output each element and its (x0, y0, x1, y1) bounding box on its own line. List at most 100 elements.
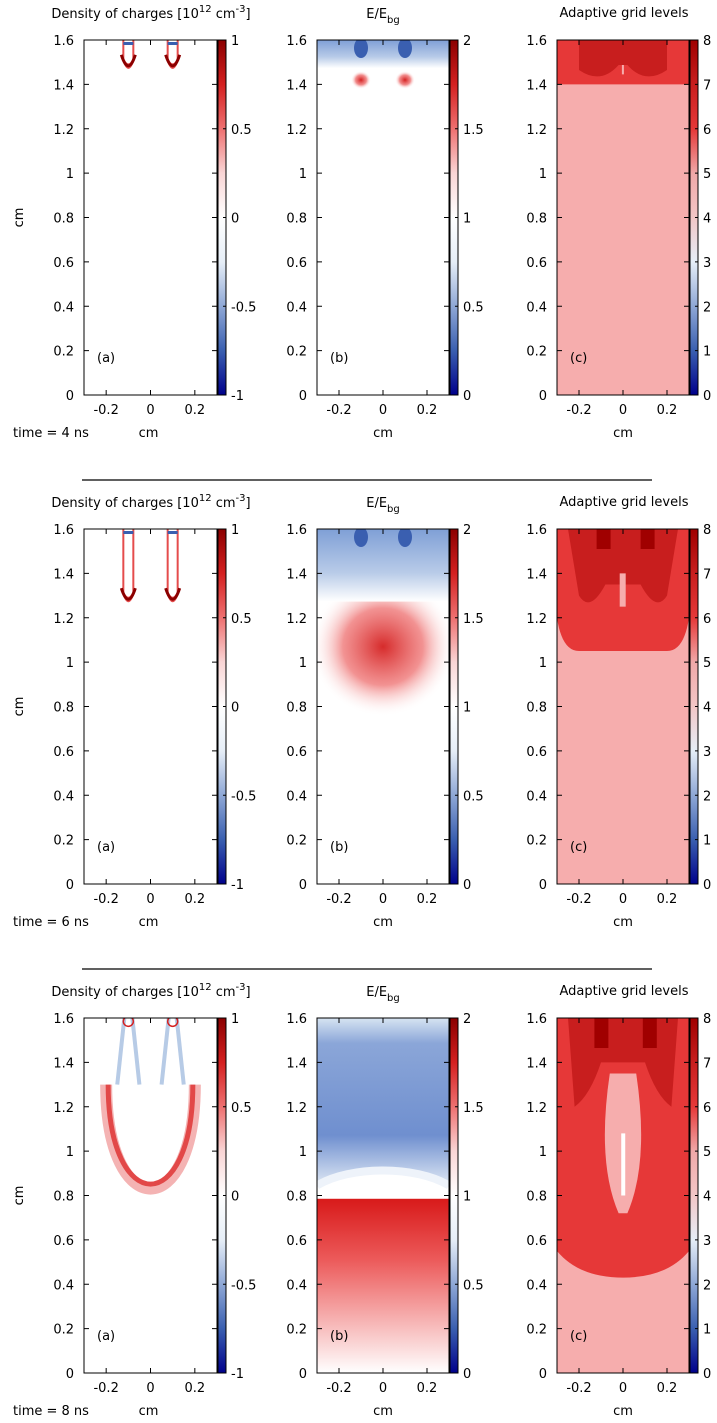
plot-area (317, 529, 449, 884)
colorbar-tick-label: -0.5 (231, 300, 256, 315)
y-tick-label: 1.4 (286, 78, 307, 93)
electrode-field-0 (354, 529, 368, 547)
y-tick-label: 1.4 (53, 567, 74, 582)
plot-title: Adaptive grid levels (560, 984, 689, 999)
y-tick-label: 0.2 (53, 1323, 74, 1338)
plot-background (317, 40, 449, 395)
colorbar-tick-label: 0.5 (463, 789, 484, 804)
y-tick-label: 0.2 (526, 1323, 547, 1338)
x-axis-label: cm (613, 426, 633, 441)
y-tick-label: 0.2 (286, 834, 307, 849)
x-tick-label: 0.2 (184, 892, 205, 907)
y-tick-label: 0.2 (53, 834, 74, 849)
y-tick-label: 0.8 (53, 701, 74, 716)
colorbar-tick-label: 1.5 (463, 612, 484, 627)
y-tick-label: 0.4 (53, 789, 74, 804)
x-tick-label: -0.2 (93, 892, 118, 907)
colorbar-tick-label: 2 (703, 300, 711, 315)
channel-1 (159, 1018, 186, 1085)
y-tick-label: 1 (299, 167, 307, 182)
colorbar-tick-label: 2 (703, 789, 711, 804)
y-tick-label: 0 (299, 389, 307, 404)
colorbar-tick-label: 2 (703, 1278, 711, 1293)
y-tick-label: 1.2 (53, 123, 74, 138)
plot-background (84, 40, 217, 395)
electrode-field-0 (354, 40, 368, 58)
y-tick-label: 0.2 (286, 1323, 307, 1338)
plot-title: Density of charges [1012 cm-3] (51, 493, 250, 511)
colorbar-tick-label: 1 (703, 834, 711, 849)
y-tick-label: 0.4 (286, 300, 307, 315)
x-tick-label: 0.2 (657, 403, 678, 418)
y-tick-label: 0 (539, 1367, 547, 1382)
streamer-core-0 (124, 529, 133, 597)
time-label: time = 4 ns (13, 426, 89, 441)
level-8-region-b (640, 529, 655, 549)
y-tick-label: 1.2 (526, 1101, 547, 1116)
plot-area (557, 1018, 689, 1373)
x-tick-label: 0 (379, 403, 387, 418)
y-tick-label: 1 (66, 167, 74, 182)
y-tick-label: 1.6 (526, 1012, 547, 1027)
streamer-top-0 (123, 531, 134, 534)
y-tick-label: 0.2 (286, 345, 307, 360)
panel-label: (b) (330, 840, 348, 855)
y-tick-label: 0.4 (526, 300, 547, 315)
plot-title: E/Ebg (366, 985, 400, 1004)
plot-background (84, 529, 217, 884)
plot-title: E/Ebg (366, 496, 400, 515)
y-tick-label: 1.6 (53, 1012, 74, 1027)
panel-0-1: (b) 0 0.2 0.4 0.6 0.8 1 1.2 1.4 1.6 -0.2 0 0.2 0 0.5 1 1… (286, 7, 483, 441)
x-tick-label: 0 (146, 403, 154, 418)
colorbar-tick-label: -1 (231, 1367, 244, 1382)
colorbar-tick-label: 3 (703, 745, 711, 760)
y-tick-label: 0.8 (526, 1190, 547, 1205)
y-tick-label: 1 (539, 1145, 547, 1160)
panel-label: (a) (97, 1329, 115, 1344)
panel-0-0: (a) 0 0.2 0.4 0.6 0.8 1 1.2 1.4 1.6 -0.2 0 0.2 -1 -0.5… (12, 4, 256, 441)
x-tick-label: -0.2 (326, 1381, 351, 1396)
x-tick-label: 0.2 (657, 1381, 678, 1396)
plot-area (557, 529, 689, 884)
y-tick-label: 0 (66, 1367, 74, 1382)
y-tick-label: 1.6 (286, 523, 307, 538)
streamer-top-1 (167, 531, 178, 534)
colorbar-tick-label: 7 (703, 78, 711, 93)
panel-label: (a) (97, 840, 115, 855)
colorbar-tick-label: 6 (703, 123, 711, 138)
y-tick-label: 1.2 (53, 612, 74, 627)
y-tick-label: 0.6 (53, 1234, 74, 1249)
y-tick-label: 0 (539, 389, 547, 404)
plot-area (317, 40, 449, 395)
electrode-field-1 (398, 529, 412, 547)
y-tick-label: 1.6 (53, 523, 74, 538)
y-tick-label: 1.4 (526, 567, 547, 582)
plot-area (557, 40, 689, 395)
plot-area (84, 1018, 217, 1373)
plot-title: Density of charges [1012 cm-3] (51, 4, 250, 22)
colorbar-tick-label: 0.5 (231, 123, 252, 138)
colorbar-tick-label: -0.5 (231, 789, 256, 804)
electrode-field-1 (398, 40, 412, 58)
charge-front (105, 1084, 196, 1187)
y-tick-label: 0.8 (526, 212, 547, 227)
plot-area (84, 40, 217, 395)
enhanced-field (317, 576, 449, 717)
colorbar-tick-label: 5 (703, 656, 711, 671)
colorbar-tick-label: 4 (703, 1190, 711, 1205)
y-axis-label: cm (12, 1186, 27, 1206)
x-tick-label: 0.2 (417, 1381, 438, 1396)
x-tick-label: 0.2 (657, 892, 678, 907)
colorbar-tick-label: 3 (703, 1234, 711, 1249)
panel-2-2: (c) 0 0.2 0.4 0.6 0.8 1 1.2 1.4 1.6 -0.2 0 0.2 0 1 2 3 4 5… (526, 984, 711, 1419)
y-tick-label: 0.6 (526, 745, 547, 760)
streamer-head-1 (164, 54, 182, 68)
streamer-core-1 (168, 529, 177, 597)
x-tick-label: -0.2 (93, 403, 118, 418)
panel-label: (b) (330, 1329, 348, 1344)
x-axis-label: cm (139, 915, 159, 930)
colorbar-tick-label: 6 (703, 1101, 711, 1116)
y-tick-label: 1.4 (526, 78, 547, 93)
panel-label: (c) (570, 840, 587, 855)
